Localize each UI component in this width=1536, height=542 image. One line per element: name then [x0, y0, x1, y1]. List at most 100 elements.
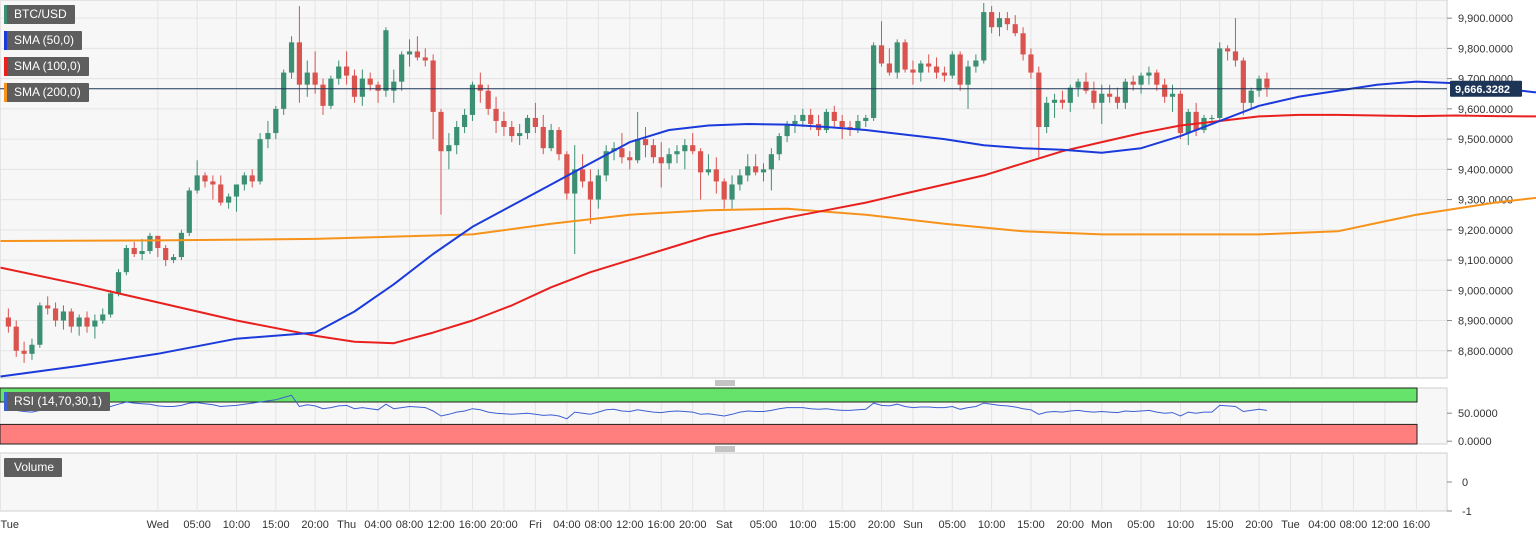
price-panel[interactable]: 8,800.00008,900.00009,000.00009,100.0000… [0, 0, 1536, 378]
candle-body [187, 191, 192, 233]
candle-body [981, 12, 986, 60]
candle-body [344, 67, 349, 76]
candle-body [493, 109, 498, 121]
candle-body [501, 121, 506, 127]
bullish-candle [1217, 42, 1222, 121]
candle-body [462, 115, 467, 127]
candle-body [950, 54, 955, 75]
candle-body [1249, 91, 1254, 103]
bullish-candle [950, 51, 955, 78]
symbol-legend[interactable]: BTC/USD [4, 5, 75, 24]
candle-body [722, 181, 727, 199]
candle-body [517, 133, 522, 136]
candle-body [1233, 51, 1238, 60]
time-axis-label: 05:00 [750, 519, 778, 531]
price-tick-label: 8,800.0000 [1458, 346, 1513, 358]
candle-body [973, 60, 978, 66]
sma100-swatch [4, 57, 7, 76]
candle-body [549, 130, 554, 148]
candle-body [1052, 100, 1057, 103]
sma100-legend[interactable]: SMA (100,0) [4, 57, 89, 76]
candle-body [942, 73, 947, 76]
price-tick-label: 9,500.0000 [1458, 134, 1513, 146]
candle-body [1013, 24, 1018, 33]
time-axis-label: 15:00 [1206, 519, 1234, 531]
price-tick-label: 9,900.0000 [1458, 13, 1513, 25]
candle-body [698, 151, 703, 172]
candle-body [737, 175, 742, 184]
candle-body [918, 64, 923, 73]
candle-body [619, 148, 624, 157]
candle-body [556, 130, 561, 154]
candle-body [336, 67, 341, 79]
candle-body [777, 136, 782, 154]
time-axis-label: Wed [147, 519, 169, 531]
candle-body [792, 121, 797, 124]
sma50-legend[interactable]: SMA (50,0) [4, 31, 82, 50]
price-tick-label: 9,800.0000 [1458, 43, 1513, 55]
candle-body [195, 175, 200, 190]
candle-body [431, 60, 436, 111]
candle-body [808, 115, 813, 124]
candle-body [1123, 82, 1128, 103]
rsi-legend[interactable]: RSI (14,70,30,1) [4, 392, 110, 411]
bullish-candle [257, 133, 262, 184]
symbol-swatch [4, 5, 7, 24]
candle-body [147, 236, 152, 251]
bullish-candle [147, 233, 152, 254]
sma200-label: SMA (200,0) [12, 85, 81, 99]
candle-body [1209, 118, 1214, 119]
time-axis-label: 16:00 [1403, 519, 1431, 531]
time-axis-label: 16:00 [647, 519, 675, 531]
candle-body [769, 154, 774, 169]
candle-body [800, 115, 805, 121]
candle-body [313, 73, 318, 85]
candle-body [478, 85, 483, 91]
candle-body [1146, 73, 1151, 76]
candle-body [635, 139, 640, 160]
candle-body [375, 85, 380, 91]
candle-body [1178, 94, 1183, 133]
time-axis-label: 04:00 [364, 519, 392, 531]
time-axis-label: 10:00 [978, 519, 1006, 531]
bullish-candle [281, 70, 286, 115]
candle-body [1005, 18, 1010, 24]
sma200-legend[interactable]: SMA (200,0) [4, 83, 89, 102]
volume-panel[interactable]: 0-1 [0, 453, 1472, 518]
candle-body [785, 124, 790, 136]
candle-body [832, 112, 837, 121]
time-axis-label: 16:00 [459, 519, 487, 531]
candle-body [399, 54, 404, 81]
time-axis-label: 15:00 [828, 519, 856, 531]
time-axis-label: 08:00 [585, 519, 613, 531]
candle-body [69, 311, 74, 326]
candle-body [863, 118, 868, 121]
time-axis-label: 12:00 [1371, 519, 1399, 531]
candle-body [1044, 103, 1049, 127]
candle-body [871, 45, 876, 118]
price-tick-label: 9,100.0000 [1458, 255, 1513, 267]
bullish-candle [383, 27, 388, 97]
candle-body [1068, 88, 1073, 103]
volume-legend[interactable]: Volume [4, 458, 62, 477]
time-axis-label: 12:00 [616, 519, 644, 531]
rsi-swatch [4, 392, 7, 411]
bullish-candle [37, 302, 42, 347]
candle-body [667, 154, 672, 163]
candle-body [753, 166, 758, 172]
candle-body [1036, 73, 1041, 127]
time-axis-label: 15:00 [262, 519, 290, 531]
time-axis-label: 08:00 [1340, 519, 1368, 531]
time-axis-label: 08:00 [396, 519, 424, 531]
candle-body [1154, 73, 1159, 85]
candle-body [1194, 112, 1199, 130]
candle-body [53, 308, 58, 320]
time-axis-label: 10:00 [1167, 519, 1195, 531]
candle-body [1162, 85, 1167, 97]
rsi-tick-label: 50.0000 [1458, 408, 1498, 420]
time-axis-label: 20:00 [868, 519, 896, 531]
candle-body [265, 133, 270, 139]
